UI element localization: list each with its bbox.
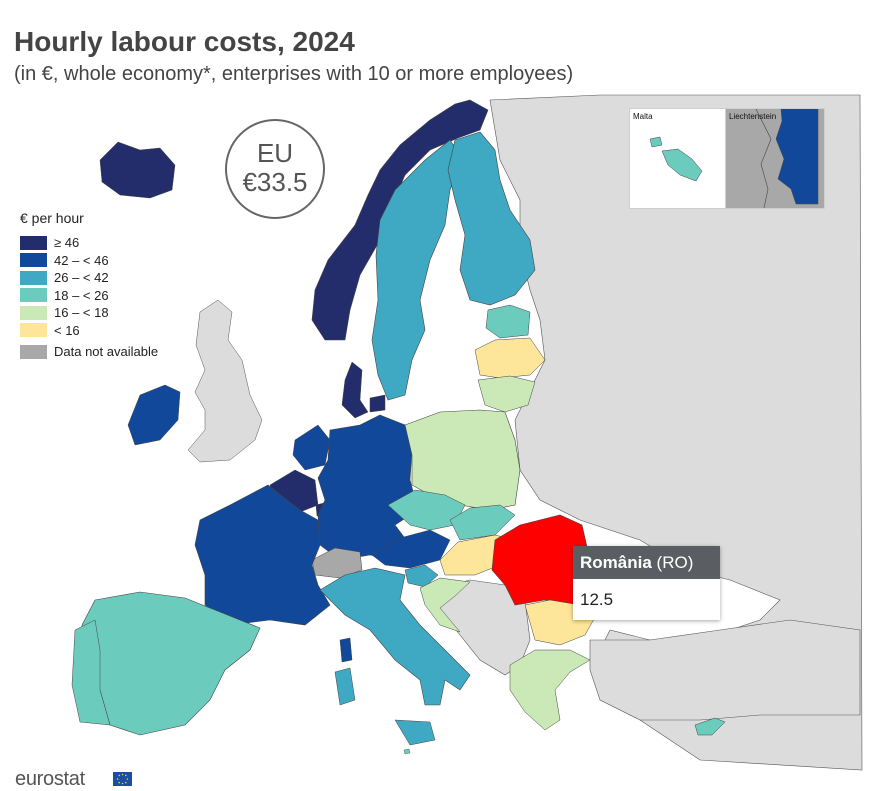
- tooltip-value: 12.5: [573, 579, 720, 620]
- legend-swatch: [20, 270, 47, 285]
- austria: [371, 529, 451, 569]
- legend: € per hour ≥ 46 42 – < 46 26 – < 42 18 –…: [20, 210, 158, 361]
- eu-label: EU: [256, 138, 294, 168]
- legend-item[interactable]: 18 – < 26: [20, 287, 158, 305]
- legend-item[interactable]: 16 – < 18: [20, 304, 158, 322]
- slovakia: [449, 504, 516, 541]
- legend-item[interactable]: 42 – < 46: [20, 252, 158, 270]
- country-tooltip: România (RO) 12.5: [573, 546, 720, 620]
- legend-item[interactable]: < 16: [20, 322, 158, 340]
- legend-swatch: [20, 235, 47, 250]
- legend-swatch: [20, 253, 47, 268]
- malta-dot: [403, 748, 411, 755]
- inset-liechtenstein: Liechtenstein: [725, 108, 825, 209]
- tooltip-code: (RO): [656, 553, 694, 572]
- legend-label: Data not available: [54, 344, 159, 360]
- eu-value: €33.5: [242, 167, 308, 197]
- eu-average-badge: EU €33.5: [225, 119, 325, 219]
- legend-title: € per hour: [20, 210, 84, 226]
- page-title: Hourly labour costs, 2024: [14, 26, 355, 57]
- eu-flag-icon: [113, 772, 132, 786]
- legend-swatch: [20, 305, 47, 320]
- lithuania: [477, 375, 536, 413]
- netherlands: [292, 424, 331, 471]
- page-subtitle: (in €, whole economy*, enterprises with …: [14, 63, 574, 85]
- inset-label: Liechtenstein: [729, 112, 777, 121]
- legend-label: 42 – < 46: [54, 252, 109, 268]
- legend-label: ≥ 46: [54, 235, 80, 251]
- legend-item[interactable]: 26 – < 42: [20, 269, 158, 287]
- italy: [319, 567, 471, 706]
- finland: [447, 131, 536, 306]
- legend-label: 18 – < 26: [54, 287, 109, 303]
- latvia: [474, 337, 546, 379]
- poland: [404, 409, 521, 511]
- sardinia: [334, 667, 356, 706]
- legend-swatch: [20, 344, 47, 359]
- estonia: [485, 304, 531, 339]
- legend-swatch: [20, 323, 47, 338]
- denmark: [341, 361, 386, 419]
- inset-label: Malta: [633, 112, 653, 121]
- malta-shape: [649, 136, 703, 182]
- legend-item[interactable]: ≥ 46: [20, 234, 158, 252]
- slovenia: [404, 564, 439, 588]
- portugal: [71, 619, 111, 726]
- sicily: [394, 719, 436, 746]
- non-eu-uk: [187, 299, 263, 463]
- greece: [509, 649, 591, 731]
- non-eu-turkey: [589, 619, 861, 721]
- liechtenstein-shape: [755, 109, 819, 208]
- tooltip-header: România (RO): [573, 546, 720, 579]
- cyprus: [694, 717, 726, 736]
- eurostat-logo: eurostat: [15, 768, 85, 790]
- legend-swatch: [20, 288, 47, 303]
- france: [194, 484, 331, 626]
- ireland: [127, 384, 181, 446]
- non-eu-norway: [311, 99, 489, 341]
- tooltip-country: România: [580, 553, 652, 572]
- legend-label: 16 – < 18: [54, 305, 109, 321]
- legend-label: 26 – < 42: [54, 270, 109, 286]
- corsica: [339, 637, 353, 663]
- croatia: [419, 577, 471, 633]
- iceland: [99, 141, 176, 199]
- legend-label: < 16: [54, 322, 80, 338]
- legend-item-na[interactable]: Data not available: [20, 343, 158, 361]
- inset-malta: Malta: [629, 108, 729, 209]
